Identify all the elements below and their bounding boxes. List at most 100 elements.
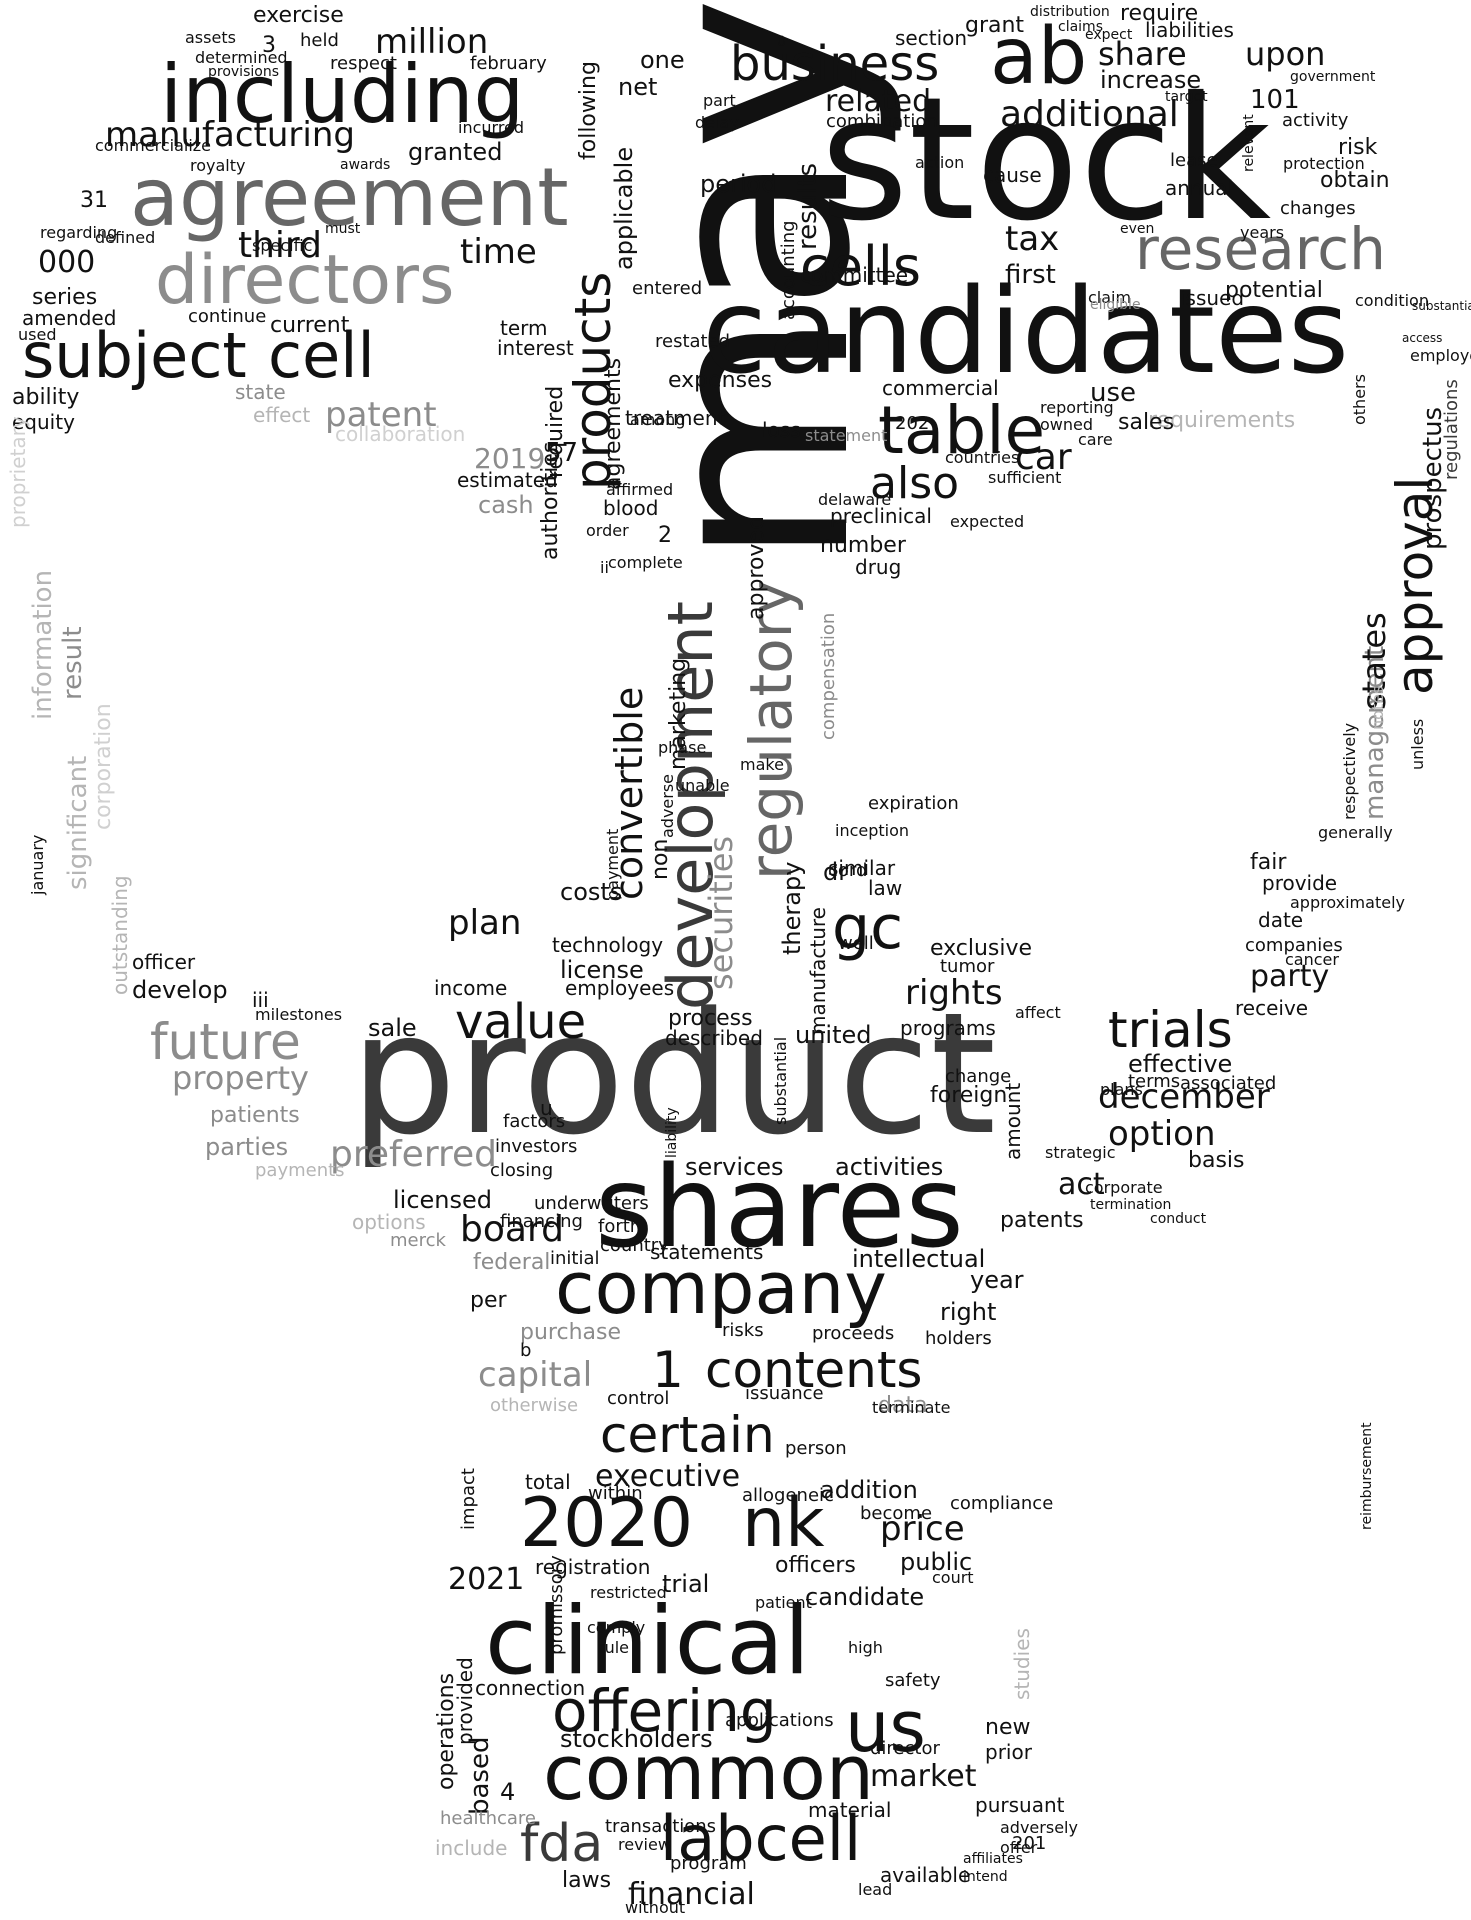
cloud-word: studies	[1010, 1628, 1034, 1700]
cloud-word: third	[238, 225, 322, 266]
cloud-word: candidate	[805, 1583, 925, 1611]
cloud-word: condition	[1355, 291, 1429, 310]
cloud-word: share	[1098, 35, 1187, 73]
cloud-word: 202	[895, 413, 930, 434]
cloud-word: restricted	[590, 1583, 667, 1602]
cloud-word: companies	[1245, 935, 1343, 956]
cloud-word: 2020	[520, 1484, 694, 1563]
cloud-word: receive	[1235, 996, 1309, 1020]
cloud-word: royalty	[190, 156, 246, 175]
cloud-word: patients	[210, 1103, 300, 1128]
cloud-word: similar	[828, 856, 896, 880]
cloud-word: expect	[1085, 27, 1133, 43]
cloud-word: act	[1058, 1167, 1105, 1202]
cloud-word: rights	[905, 973, 1003, 1013]
cloud-word: date	[1258, 908, 1304, 932]
cloud-word: 2	[658, 523, 672, 548]
cloud-word: outstanding	[108, 875, 132, 995]
cloud-word: data	[878, 1393, 928, 1418]
cloud-word: relevant	[1241, 114, 1257, 172]
cloud-word: section	[895, 26, 968, 50]
cloud-word: cells	[800, 235, 922, 298]
cloud-word: parties	[205, 1133, 289, 1161]
cloud-word: loss	[762, 418, 801, 442]
cloud-word: connection	[475, 1676, 586, 1700]
cloud-word: business	[730, 36, 940, 92]
cloud-word: even	[1120, 221, 1155, 237]
cloud-word: entered	[632, 278, 703, 299]
cloud-word: tax	[1005, 219, 1060, 259]
cloud-word: directors	[155, 241, 455, 320]
cloud-word: lead	[858, 1880, 893, 1899]
cloud-word: obtain	[1320, 168, 1390, 193]
cloud-word: patient	[755, 1593, 812, 1612]
cloud-word: exercise	[253, 3, 344, 28]
cloud-word: 4	[500, 1778, 516, 1806]
cloud-word: plan	[448, 903, 522, 943]
cloud-word: promissory	[546, 1555, 567, 1655]
cloud-word: statement	[805, 426, 888, 445]
cloud-word: 201	[1012, 1833, 1047, 1854]
cloud-word: healthcare	[440, 1808, 536, 1829]
cloud-word: cash	[478, 491, 534, 519]
cloud-word: reimbursement	[1359, 1422, 1375, 1530]
cloud-word: series	[32, 285, 98, 310]
cloud-word: regulatory	[737, 580, 805, 880]
cloud-word: information	[28, 569, 58, 720]
cloud-word: conduct	[1150, 1211, 1207, 1227]
cloud-word: plans	[1100, 1080, 1143, 1099]
cloud-word: rule	[598, 1638, 630, 1657]
cloud-word: manufacturing	[105, 115, 355, 155]
cloud-word: securities	[702, 835, 740, 990]
cloud-word: us	[845, 1686, 926, 1768]
cloud-word: purchase	[520, 1320, 621, 1345]
cloud-word: laws	[562, 1868, 612, 1893]
cloud-word: cause	[983, 163, 1042, 187]
cloud-word: trial	[662, 1570, 710, 1598]
cloud-word: initial	[550, 1248, 600, 1269]
cloud-word: licensed	[393, 1186, 493, 1214]
cloud-word: effect	[253, 403, 311, 427]
cloud-word: program	[670, 1853, 747, 1874]
cloud-word: expenses	[668, 368, 773, 393]
cloud-word: 0	[777, 34, 786, 50]
cloud-word: become	[860, 1503, 933, 1524]
cloud-word: candidates	[702, 262, 1350, 400]
cloud-word: within	[588, 1483, 643, 1504]
cloud-word: ability	[12, 385, 80, 410]
cloud-word: substantial	[771, 1036, 790, 1125]
cloud-word: delay	[695, 113, 739, 132]
cloud-word: incurred	[458, 118, 525, 137]
cloud-word: law	[868, 876, 903, 900]
cloud-word: proprietary	[6, 416, 30, 528]
cloud-word: termination	[1090, 1197, 1172, 1213]
cloud-word: process	[668, 1006, 753, 1031]
cloud-word: research	[1135, 215, 1386, 283]
cloud-word: activity	[1282, 110, 1349, 131]
cloud-word: officer	[132, 950, 196, 974]
cloud-word: issuance	[745, 1383, 824, 1404]
cloud-word: associated	[1180, 1073, 1277, 1094]
cloud-word: target	[1165, 89, 1208, 105]
cloud-word: countries	[945, 448, 1020, 467]
cloud-word: used	[18, 325, 57, 344]
cloud-word: part	[703, 91, 736, 110]
cloud-word: term	[500, 316, 548, 340]
cloud-word: adversely	[1000, 1818, 1078, 1837]
cloud-word: affirmed	[606, 480, 674, 499]
cloud-word: united	[795, 1021, 872, 1049]
cloud-word: person	[785, 1438, 847, 1459]
cloud-word: agreements	[601, 357, 626, 490]
cloud-word: programs	[900, 1016, 996, 1040]
cloud-word: public	[900, 1548, 973, 1576]
cloud-word: 57	[545, 438, 579, 468]
cloud-word: available	[880, 1863, 971, 1887]
cloud-word: preclinical	[830, 504, 932, 528]
cloud-word: terminate	[872, 1398, 951, 1417]
cloud-word: trials	[1108, 1001, 1233, 1059]
cloud-word: care	[1078, 430, 1113, 449]
cloud-word: december	[1098, 1077, 1270, 1117]
cloud-word: risks	[722, 1320, 764, 1341]
cloud-word: february	[470, 53, 547, 74]
cloud-word: protection	[1283, 154, 1365, 173]
